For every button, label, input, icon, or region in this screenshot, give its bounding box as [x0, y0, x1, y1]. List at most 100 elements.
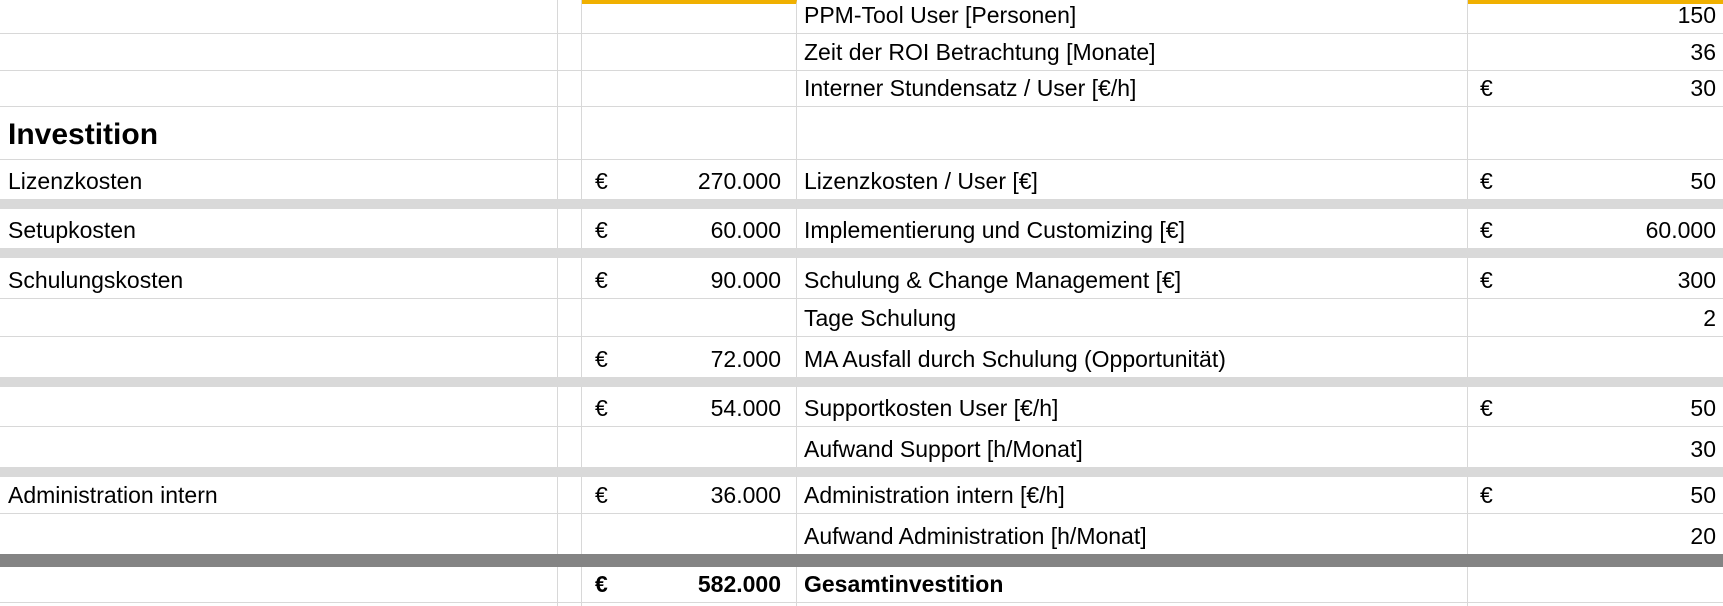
parameter-value: 60.000: [1645, 216, 1716, 243]
cell-description[interactable]: Schulung & Change Management [€]: [797, 258, 1468, 298]
cell-description[interactable]: Lizenzkosten / User [€]: [797, 160, 1468, 199]
cell-label[interactable]: [0, 567, 558, 602]
cell-gap[interactable]: [558, 514, 582, 554]
cell-amount[interactable]: € 72.000: [582, 337, 797, 377]
cell-description[interactable]: Implementierung und Customizing [€]: [797, 209, 1468, 248]
cell-label[interactable]: [0, 387, 558, 426]
parameter-value: 36: [1690, 38, 1716, 65]
cell-parameter[interactable]: [1468, 107, 1723, 159]
cell-amount[interactable]: € 270.000: [582, 160, 797, 199]
cell-label[interactable]: Setupkosten: [0, 209, 558, 248]
cell-description[interactable]: Supportkosten User [€/h]: [797, 387, 1468, 426]
cell-gap[interactable]: [558, 387, 582, 426]
cell-gap[interactable]: [558, 427, 582, 467]
currency-symbol: €: [595, 570, 608, 597]
cell-gap[interactable]: [558, 567, 582, 602]
cell-gap[interactable]: [558, 107, 582, 159]
table-row: € 54.000 Supportkosten User [€/h] € 50: [0, 387, 1723, 427]
cell-label[interactable]: Administration intern: [0, 477, 558, 513]
currency-symbol: €: [595, 394, 608, 421]
cell-parameter[interactable]: 20: [1468, 514, 1723, 554]
cell-description[interactable]: Interner Stundensatz / User [€/h]: [797, 71, 1468, 106]
cell-gap: [582, 603, 797, 606]
total-row: € 582.000 Gesamtinvestition: [0, 567, 1723, 603]
cell-parameter[interactable]: [1468, 567, 1723, 602]
parameter-value: 50: [1690, 167, 1716, 194]
cell-description[interactable]: Tage Schulung: [797, 299, 1468, 336]
cell-parameter[interactable]: 2: [1468, 299, 1723, 336]
amount-value: 54.000: [710, 394, 781, 421]
currency-symbol: €: [1480, 266, 1493, 293]
cell-parameter[interactable]: € 30: [1468, 71, 1723, 106]
cell-label[interactable]: [0, 337, 558, 377]
cell-gap[interactable]: [558, 160, 582, 199]
cell-gap[interactable]: [558, 209, 582, 248]
divider-row[interactable]: [0, 467, 1723, 477]
cell-parameter[interactable]: € 50: [1468, 477, 1723, 513]
cell-amount[interactable]: € 54.000: [582, 387, 797, 426]
cell-description[interactable]: Zeit der ROI Betrachtung [Monate]: [797, 34, 1468, 70]
divider-row[interactable]: [0, 248, 1723, 258]
total-divider-row[interactable]: [0, 554, 1723, 567]
table-row: € 72.000 MA Ausfall durch Schulung (Oppo…: [0, 337, 1723, 377]
cell-amount[interactable]: € 582.000: [582, 567, 797, 602]
currency-symbol: €: [595, 345, 608, 372]
cell-parameter[interactable]: € 60.000: [1468, 209, 1723, 248]
cell-description[interactable]: Administration intern [€/h]: [797, 477, 1468, 513]
cell-label[interactable]: [0, 34, 558, 70]
divider-row[interactable]: [0, 199, 1723, 209]
currency-symbol: €: [595, 167, 608, 194]
cell-gap[interactable]: [558, 34, 582, 70]
cell-label[interactable]: [0, 71, 558, 106]
total-label[interactable]: Gesamtinvestition: [797, 567, 1468, 602]
cell-gap: [558, 603, 582, 606]
section-heading-row: Investition: [0, 107, 1723, 160]
cell-description[interactable]: Aufwand Administration [h/Monat]: [797, 514, 1468, 554]
section-title[interactable]: Investition: [0, 107, 558, 159]
currency-symbol: €: [595, 216, 608, 243]
cell-amount[interactable]: [582, 71, 797, 106]
cell-gap[interactable]: [558, 337, 582, 377]
cell-amount[interactable]: € 36.000: [582, 477, 797, 513]
cell-parameter[interactable]: 150: [1468, 0, 1723, 33]
cell-amount[interactable]: [582, 107, 797, 159]
cell-gap[interactable]: [558, 0, 582, 33]
currency-symbol: €: [1480, 74, 1493, 101]
cell-parameter[interactable]: 30: [1468, 427, 1723, 467]
cell-amount[interactable]: [582, 34, 797, 70]
cell-parameter[interactable]: € 300: [1468, 258, 1723, 298]
cell-label[interactable]: Schulungskosten: [0, 258, 558, 298]
table-row: Setupkosten € 60.000 Implementierung und…: [0, 209, 1723, 248]
cell-label[interactable]: [0, 0, 558, 33]
cell-gap[interactable]: [558, 477, 582, 513]
cell-amount[interactable]: [582, 299, 797, 336]
cell-label[interactable]: [0, 427, 558, 467]
cell-label[interactable]: [0, 514, 558, 554]
cell-gap[interactable]: [558, 258, 582, 298]
amount-value: 36.000: [710, 481, 781, 508]
amount-value: 270.000: [697, 167, 781, 194]
cell-label[interactable]: Lizenzkosten: [0, 160, 558, 199]
currency-symbol: €: [1480, 394, 1493, 421]
cell-gap[interactable]: [558, 299, 582, 336]
cell-parameter[interactable]: € 50: [1468, 387, 1723, 426]
cell-amount[interactable]: [582, 0, 797, 33]
cell-description[interactable]: [797, 107, 1468, 159]
cell-amount[interactable]: [582, 427, 797, 467]
cell-description[interactable]: Aufwand Support [h/Monat]: [797, 427, 1468, 467]
cell-amount[interactable]: [582, 514, 797, 554]
cell-description[interactable]: MA Ausfall durch Schulung (Opportunität): [797, 337, 1468, 377]
cell-parameter[interactable]: [1468, 337, 1723, 377]
parameter-value: 150: [1677, 1, 1716, 28]
currency-symbol: €: [1480, 216, 1493, 243]
cell-amount[interactable]: € 60.000: [582, 209, 797, 248]
cell-amount[interactable]: € 90.000: [582, 258, 797, 298]
cell-description[interactable]: PPM-Tool User [Personen]: [797, 0, 1468, 33]
cell-parameter[interactable]: € 50: [1468, 160, 1723, 199]
currency-symbol: €: [1480, 167, 1493, 194]
cell-gap[interactable]: [558, 71, 582, 106]
cell-parameter[interactable]: 36: [1468, 34, 1723, 70]
bottom-filler-row: [0, 603, 1723, 606]
cell-label[interactable]: [0, 299, 558, 336]
divider-row[interactable]: [0, 377, 1723, 387]
